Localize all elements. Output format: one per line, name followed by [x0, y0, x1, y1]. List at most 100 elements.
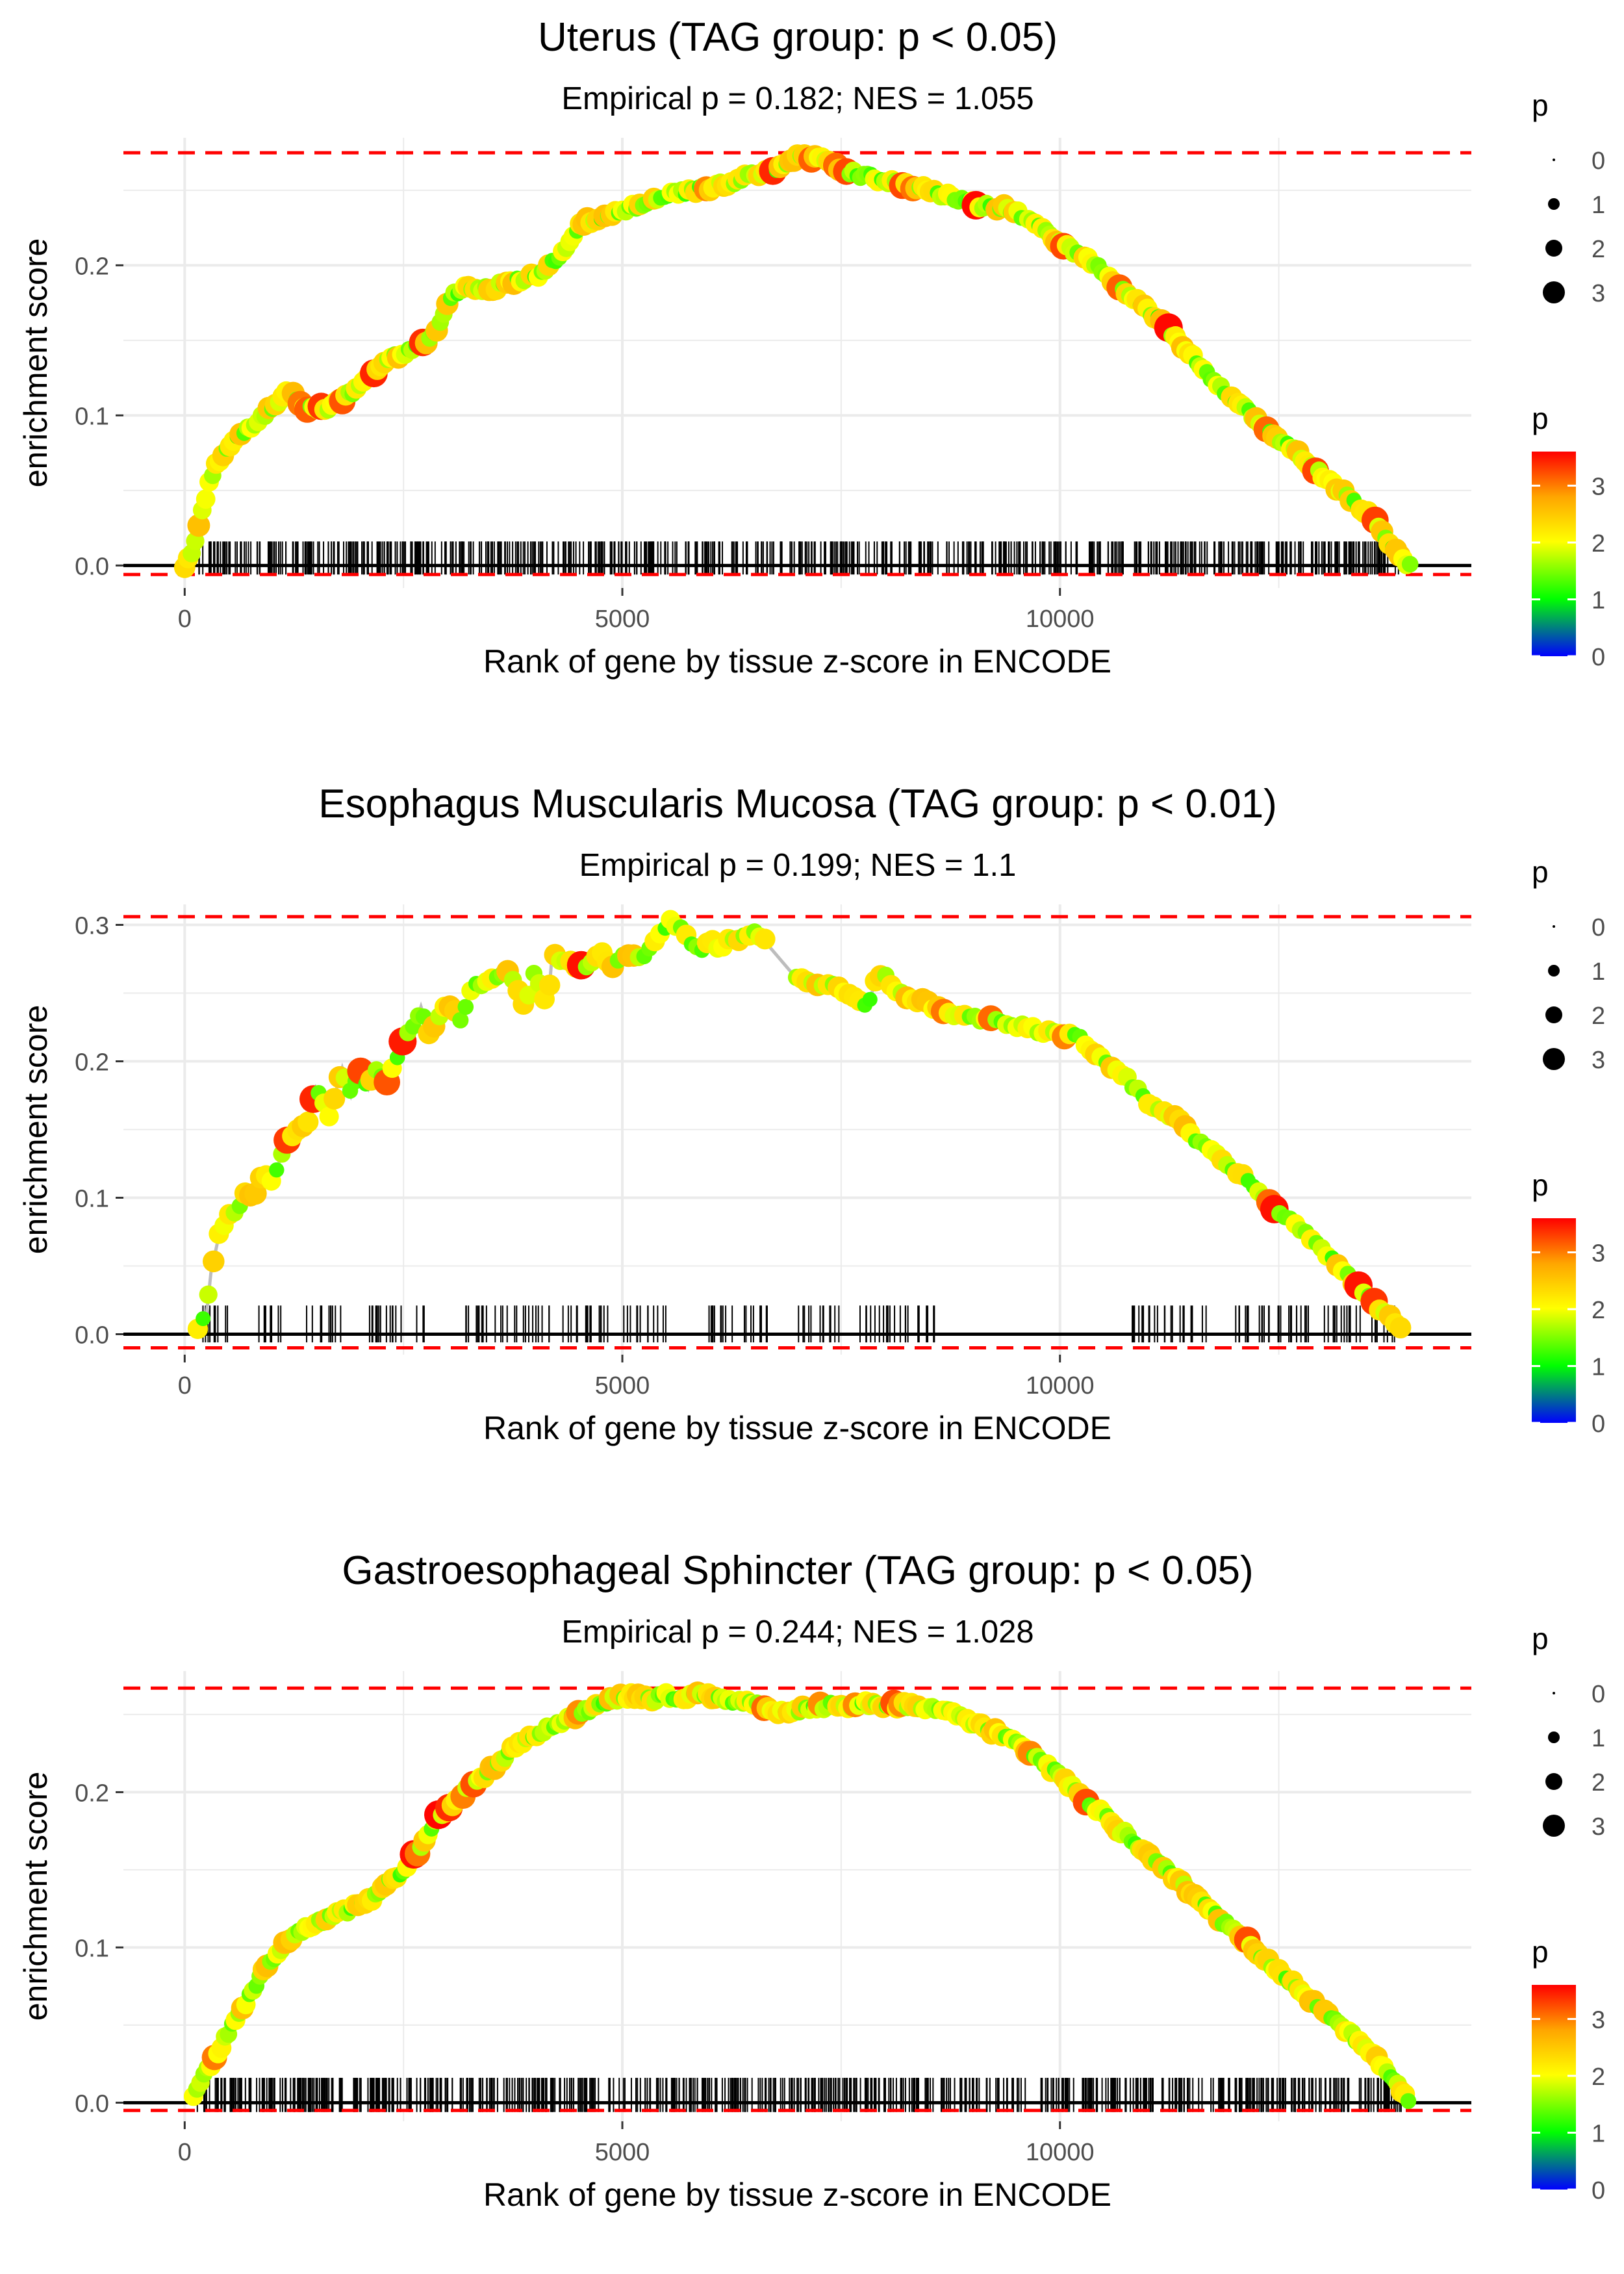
grid	[123, 1671, 1471, 2121]
x-tick-label: 0	[178, 1372, 192, 1399]
x-tick-label: 10000	[1026, 1372, 1095, 1399]
color-legend: p 3 2 1 0	[1532, 1168, 1605, 1438]
y-tick-label: 0.2	[75, 253, 109, 280]
size-legend-title: p	[1532, 855, 1549, 889]
size-legend-label: 1	[1592, 192, 1605, 219]
y-tick-label: 0.0	[75, 1322, 109, 1349]
x-tick-label: 5000	[595, 2139, 650, 2166]
y-tick-label: 0.2	[75, 1049, 109, 1077]
x-tick-label: 10000	[1026, 606, 1095, 633]
y-tick-label: 0.1	[75, 403, 109, 430]
gene-rank-ticks	[202, 1305, 1395, 1343]
point-marker	[862, 991, 878, 1007]
point-marker	[298, 1111, 319, 1132]
size-legend-label: 3	[1592, 1813, 1605, 1841]
size-legend-key	[1545, 1773, 1562, 1790]
chart-title: Uterus (TAG group: p < 0.05)	[538, 15, 1058, 60]
point-marker	[1400, 2093, 1417, 2109]
y-axis-title: enrichment score	[18, 1772, 54, 2021]
chart-panel-2: Esophagus Muscularis Mucosa (TAG group: …	[18, 782, 1605, 1446]
x-tick-label: 0	[178, 606, 192, 633]
colorbar	[1532, 452, 1576, 656]
size-legend-key	[1553, 159, 1555, 161]
size-legend-label: 2	[1592, 1769, 1605, 1796]
size-legend-key	[1553, 1692, 1555, 1694]
size-legend-key	[1548, 1731, 1560, 1743]
point-marker	[199, 1285, 218, 1304]
x-axis-title: Rank of gene by tissue z-score in ENCODE	[483, 2177, 1111, 2213]
size-legend-label: 3	[1592, 280, 1605, 307]
point-marker	[754, 928, 776, 950]
point-marker	[319, 1106, 339, 1127]
size-legend-label: 0	[1592, 1681, 1605, 1708]
size-legend-key	[1545, 240, 1562, 257]
x-tick-label: 5000	[595, 1372, 650, 1399]
point-marker	[457, 999, 474, 1016]
y-tick-label: 0.3	[75, 913, 109, 940]
color-legend-label: 1	[1592, 587, 1605, 615]
grid	[123, 904, 1471, 1355]
y-axis-title: enrichment score	[18, 238, 54, 488]
x-axis-title: Rank of gene by tissue z-score in ENCODE	[483, 1410, 1111, 1446]
color-legend-title: p	[1532, 1168, 1549, 1202]
x-tick-label: 5000	[595, 606, 650, 633]
color-legend: p 3 2 1 0	[1532, 402, 1605, 671]
color-legend-title: p	[1532, 1935, 1549, 1969]
point-marker	[519, 986, 539, 1005]
color-legend-label: 3	[1592, 474, 1605, 501]
x-tick-label: 10000	[1026, 2139, 1095, 2166]
size-legend-key	[1543, 1048, 1565, 1070]
point-marker	[1401, 556, 1419, 573]
point-marker	[324, 1088, 346, 1110]
size-legend-key	[1548, 198, 1560, 210]
size-legend-label: 3	[1592, 1047, 1605, 1074]
color-legend-label: 0	[1592, 2177, 1605, 2204]
size-legend-label: 1	[1592, 958, 1605, 986]
point-marker	[539, 975, 561, 996]
size-legend: p 0 1 2 3	[1532, 1622, 1605, 1841]
chart-title: Gastroesophageal Sphincter (TAG group: p…	[342, 1548, 1253, 1593]
chart-subtitle: Empirical p = 0.199; NES = 1.1	[579, 848, 1017, 883]
chart-panel-3: Gastroesophageal Sphincter (TAG group: p…	[18, 1548, 1605, 2213]
point-markers	[187, 910, 1412, 1339]
gene-rank-ticks	[196, 2078, 1402, 2112]
chart-title: Esophagus Muscularis Mucosa (TAG group: …	[318, 782, 1277, 826]
size-legend-key	[1543, 281, 1565, 303]
chart-subtitle: Empirical p = 0.182; NES = 1.055	[561, 81, 1034, 116]
size-legend: p 0 1 2 3	[1532, 855, 1605, 1074]
chart-subtitle: Empirical p = 0.244; NES = 1.028	[561, 1615, 1034, 1650]
point-marker	[187, 514, 210, 537]
size-legend-key	[1545, 1006, 1562, 1023]
point-markers	[183, 1681, 1417, 2109]
x-axis-title: Rank of gene by tissue z-score in ENCODE	[483, 643, 1111, 680]
size-legend-title: p	[1532, 88, 1549, 122]
y-tick-label: 0.0	[75, 553, 109, 580]
x-tick-label: 0	[178, 2139, 192, 2166]
color-legend-label: 3	[1592, 2007, 1605, 2034]
color-legend-label: 3	[1592, 1240, 1605, 1268]
point-marker	[196, 1311, 211, 1327]
y-axis-title: enrichment score	[18, 1005, 54, 1255]
point-marker	[269, 1162, 285, 1178]
color-legend-label: 2	[1592, 530, 1605, 557]
color-legend: p 3 2 1 0	[1532, 1935, 1605, 2204]
color-legend-label: 2	[1592, 2063, 1605, 2091]
color-legend-label: 2	[1592, 1297, 1605, 1324]
size-legend-key	[1548, 965, 1560, 977]
point-marker	[1389, 1317, 1412, 1338]
color-legend-title: p	[1532, 402, 1549, 435]
size-legend-label: 1	[1592, 1725, 1605, 1752]
color-legend-label: 1	[1592, 1354, 1605, 1381]
gene-rank-ticks	[198, 541, 1399, 575]
size-legend-label: 2	[1592, 236, 1605, 263]
color-legend-label: 0	[1592, 644, 1605, 671]
size-legend-key	[1553, 925, 1555, 928]
size-legend-label: 0	[1592, 914, 1605, 941]
point-marker	[196, 489, 216, 509]
color-legend-label: 0	[1592, 1411, 1605, 1438]
y-tick-label: 0.1	[75, 1186, 109, 1213]
color-legend-label: 1	[1592, 2121, 1605, 2148]
chart-panel-1: Uterus (TAG group: p < 0.05) Empirical p …	[18, 15, 1605, 680]
